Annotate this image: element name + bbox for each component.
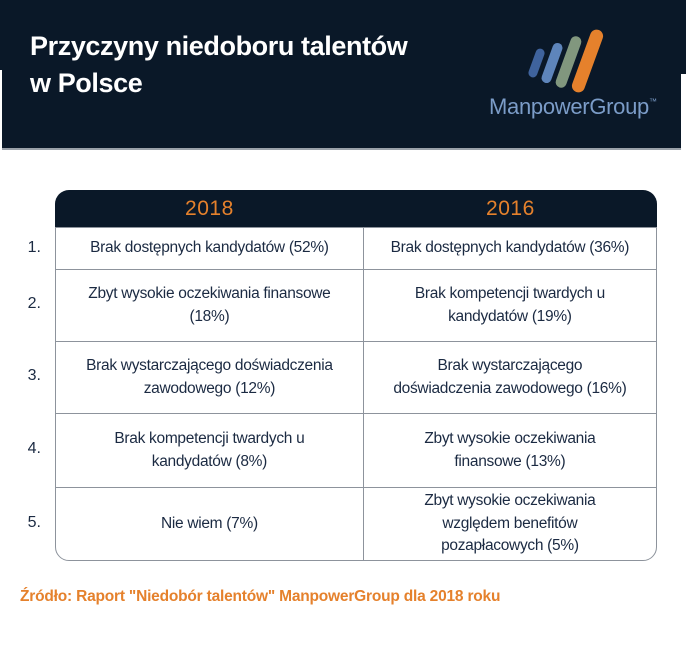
trademark-symbol: ™ [648, 97, 657, 106]
table-header-row: 2018 2016 [55, 190, 657, 227]
page-title-line1: Przyczyny niedoboru talentów [30, 31, 408, 61]
cell-2016-rank4: Zbyt wysokie oczekiwania finansowe (13%) [424, 430, 596, 470]
source-note: Źródło: Raport "Niedobór talentów" Manpo… [20, 588, 501, 605]
cell-2016-rank1: Brak dostępnych kandydatów (36%) [390, 239, 630, 257]
rank-label-5: 5. [27, 513, 41, 531]
cell-2018-rank2: Zbyt wysokie oczekiwania finansowe (18%) [56, 270, 364, 341]
cell-2016-rank3: Brak wystarczającego doświadczenia zawod… [393, 357, 627, 397]
page-title: Przyczyny niedoboru talentów w Polsce [30, 28, 408, 102]
table-row: Brak kompetencji twardych u kandydatów (… [56, 413, 656, 487]
header-right-notch [681, 74, 686, 150]
table-row: Brak dostępnych kandydatów (52%) Brak do… [56, 228, 656, 269]
rank-header-spacer [0, 190, 55, 227]
cell-2016-rank5: Zbyt wysokie oczekiwania względem benefi… [424, 492, 596, 555]
table-row: Brak wystarczającego doświadczenia zawod… [56, 341, 656, 413]
comparison-table: 2018 2016 Brak dostępnych kandydatów (52… [55, 190, 657, 561]
rank-label-1: 1. [27, 238, 41, 256]
cell-2018-rank5: Nie wiem (7%) [56, 488, 364, 560]
cell-2018-rank1: Brak dostępnych kandydatów (52%) [56, 228, 364, 269]
rank-label-3: 3. [27, 367, 41, 384]
manpowergroup-logo-icon [516, 24, 626, 102]
logo-wordmark-text: ManpowerGroup [489, 94, 649, 119]
table-body: Brak dostępnych kandydatów (52%) Brak do… [55, 227, 657, 561]
header-left-notch [0, 70, 2, 150]
cell-2018-rank3: Brak wystarczającego doświadczenia zawod… [56, 342, 364, 413]
rank-label-2: 2. [27, 295, 41, 312]
page-title-line2: w Polsce [30, 68, 143, 98]
comparison-table-area: 1. 2. 3. 4. 5. 2018 2016 Brak dostępnych… [0, 190, 686, 561]
table-row: Zbyt wysokie oczekiwania finansowe (18%)… [56, 269, 656, 341]
table-row: Nie wiem (7%) Zbyt wysokie oczekiwania w… [56, 487, 656, 560]
column-header-2016: 2016 [486, 196, 535, 220]
column-header-2018: 2018 [185, 196, 234, 220]
cell-2018-rank4: Brak kompetencji twardych u kandydatów (… [56, 414, 364, 487]
manpowergroup-logo: ManpowerGroup™ [488, 20, 658, 130]
header-banner: Przyczyny niedoboru talentów w Polsce Ma… [0, 0, 686, 150]
cell-2016-rank2: Brak kompetencji twardych u kandydatów (… [414, 285, 605, 325]
rank-label-4: 4. [27, 440, 41, 457]
rank-number-column: 1. 2. 3. 4. 5. [0, 190, 55, 561]
logo-wordmark: ManpowerGroup™ [488, 94, 658, 120]
